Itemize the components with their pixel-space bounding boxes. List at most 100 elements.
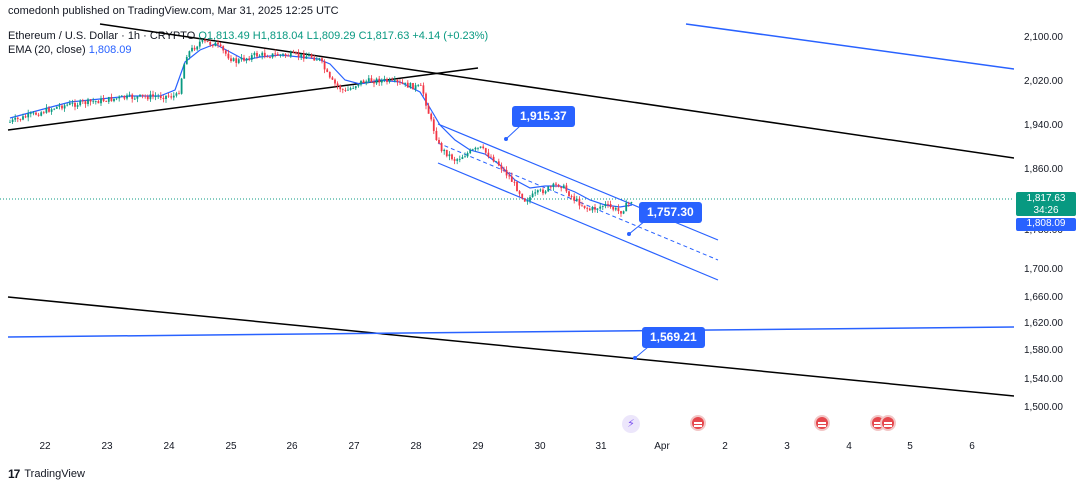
candle-body <box>305 56 308 59</box>
candle-body <box>458 158 461 160</box>
candle-body <box>201 39 204 42</box>
low-price-callout[interactable]: 1,569.21 <box>642 327 705 348</box>
candle-body <box>110 96 113 102</box>
us-flag-event-icon[interactable] <box>814 415 830 431</box>
candle-body <box>276 54 279 56</box>
tradingview-logo-text[interactable]: TradingView <box>24 468 85 480</box>
candle-body <box>183 64 186 79</box>
candle-body <box>11 119 14 122</box>
candles <box>9 38 633 217</box>
candle-body <box>180 78 183 94</box>
candle-body <box>422 85 425 94</box>
candle-body <box>107 96 110 102</box>
candle-body <box>144 95 147 97</box>
us-flag-event-icon[interactable] <box>690 415 706 431</box>
events-icon[interactable]: ⚡ <box>622 415 640 433</box>
candle-body <box>435 130 438 141</box>
candle-body <box>630 202 633 204</box>
candle-body <box>204 39 206 42</box>
candle-body <box>523 198 526 202</box>
candle-body <box>219 44 222 47</box>
candle-body <box>477 147 479 149</box>
candle-body <box>185 57 188 65</box>
candle-body <box>287 55 290 57</box>
candle-body <box>588 208 591 211</box>
price-chart[interactable] <box>0 0 1014 432</box>
candle-body <box>326 69 329 72</box>
candle-body <box>48 107 50 112</box>
candle-body <box>557 184 560 187</box>
candle-body <box>622 211 625 214</box>
candle-body <box>380 79 383 83</box>
candle-body <box>131 94 134 99</box>
legend-row-ema: EMA (20, close) 1,808.09 <box>8 43 488 57</box>
candle-body <box>232 58 235 62</box>
candle-body <box>427 105 430 114</box>
high-price-callout[interactable]: 1,915.37 <box>512 106 575 127</box>
candle-body <box>516 182 518 192</box>
candle-body <box>253 52 256 56</box>
candle-body <box>586 207 589 209</box>
candle-body <box>58 105 61 107</box>
candle-body <box>40 112 43 116</box>
candle-body <box>464 156 466 158</box>
candle-body <box>560 186 563 189</box>
candle-body <box>625 202 628 212</box>
candle-body <box>497 161 500 166</box>
channel-lower-line <box>437 162 719 281</box>
candle-body <box>282 53 284 55</box>
candle-body <box>55 106 58 109</box>
candle-body <box>461 157 464 159</box>
candle-body <box>224 50 227 54</box>
mid-price-callout[interactable]: 1,757.30 <box>639 202 702 223</box>
candle-body <box>536 190 539 193</box>
y-tick-1500: 1,500.00 <box>1024 402 1063 413</box>
candle-body <box>336 83 339 86</box>
candle-body <box>157 95 160 97</box>
tradingview-logo-icon[interactable]: 17 <box>8 467 20 481</box>
candle-body <box>568 191 570 197</box>
candle-body <box>123 95 126 99</box>
candle-body <box>19 118 22 120</box>
chart-legend: Ethereum / U.S. Dollar · 1h · CRYPTO O1,… <box>8 29 488 57</box>
candle-body <box>591 207 594 211</box>
candle-body <box>505 169 508 176</box>
candle-body <box>217 42 219 45</box>
y-tick-1660: 1,660.00 <box>1024 292 1063 303</box>
candle-body <box>29 113 32 114</box>
candle-body <box>614 208 617 210</box>
candle-body <box>284 53 287 56</box>
candle-body <box>412 82 414 90</box>
x-tick-31: 31 <box>595 441 607 452</box>
candle-body <box>344 90 347 91</box>
symbol-label[interactable]: Ethereum / U.S. Dollar · 1h · CRYPTO <box>8 30 196 42</box>
candle-body <box>178 93 180 95</box>
candle-body <box>362 80 365 83</box>
candle-body <box>237 59 240 63</box>
candle-body <box>87 99 89 105</box>
candle-body <box>594 207 596 210</box>
horizontal-blue-line <box>7 326 1014 338</box>
candle-body <box>126 95 128 99</box>
candle-body <box>92 101 95 103</box>
x-tick-28: 28 <box>410 441 422 452</box>
candle-body <box>113 98 115 102</box>
y-tick-1540: 1,540.00 <box>1024 374 1063 385</box>
candle-body <box>440 143 443 152</box>
candle-body <box>63 105 66 109</box>
ema-label[interactable]: EMA (20, close) <box>8 44 86 56</box>
footer-branding: 17 TradingView <box>8 467 85 481</box>
published-line: comedonh published on TradingView.com, M… <box>8 5 339 17</box>
candle-body <box>128 94 131 96</box>
candle-body <box>451 154 453 160</box>
candle-body <box>22 116 24 120</box>
channel-mid-dashed <box>437 142 719 261</box>
candle-body <box>357 84 360 87</box>
x-tick-26: 26 <box>286 441 298 452</box>
candle-body <box>50 109 53 112</box>
us-flag-event-icon[interactable] <box>880 415 896 431</box>
candle-body <box>97 101 100 104</box>
x-tick-5: 5 <box>907 441 913 452</box>
candle-body <box>425 93 427 106</box>
candle-body <box>526 200 529 202</box>
